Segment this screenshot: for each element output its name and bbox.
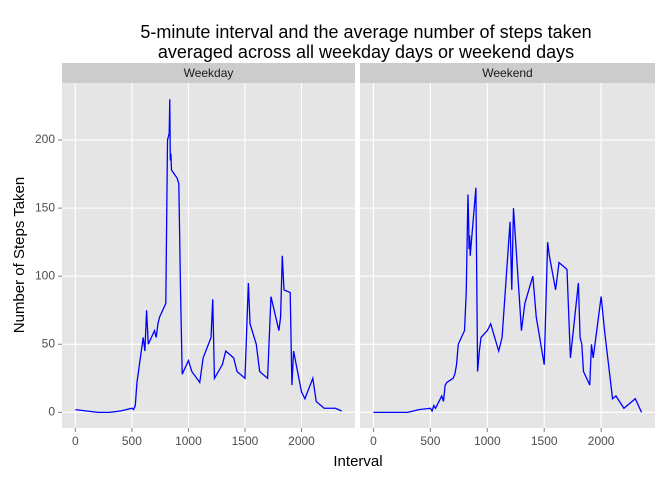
y-tick-label: 100 [35,268,55,282]
x-tick-label: 0 [370,434,377,448]
x-tick-label: 0 [72,434,79,448]
line [75,99,342,413]
x-tick-label: 500 [122,434,142,448]
x-tick-label: 1500 [531,434,558,448]
y-tick-label: 50 [42,336,56,350]
line [373,187,643,413]
y-axis-label: Number of Steps Taken [11,177,28,333]
x-tick-label: 2000 [588,434,615,448]
chart-title: 5-minute interval and the average number… [140,22,591,42]
panel [62,83,355,428]
x-tick-label: 1000 [474,434,501,448]
x-tick-label: 2000 [288,434,315,448]
y-tick-label: 150 [35,200,55,214]
strip-label: Weekday [184,66,234,80]
y-tick-label: 0 [48,405,55,419]
x-tick-label: 1500 [232,434,259,448]
x-tick-label: 500 [420,434,440,448]
y-tick-label: 200 [35,132,55,146]
strip-label: Weekend [482,66,532,80]
strip [62,63,355,83]
chart-title: averaged across all weekday days or week… [158,42,574,62]
x-tick-label: 1000 [175,434,202,448]
strip [360,63,655,83]
x-axis-label: Interval [333,453,382,470]
